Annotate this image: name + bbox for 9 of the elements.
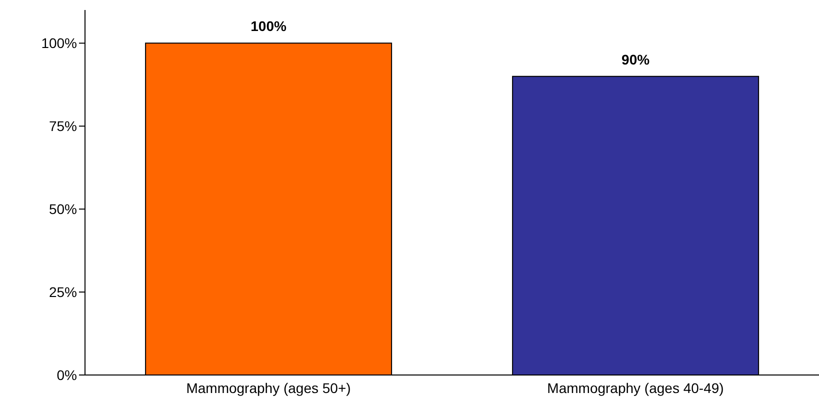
- y-tick-label: 75%: [48, 118, 77, 134]
- y-tick-label: 0%: [56, 366, 77, 383]
- data-label: 100%: [250, 18, 288, 34]
- data-label: 90%: [622, 51, 650, 68]
- y-tick-label: 25%: [48, 284, 77, 300]
- y-tick-label: 100%: [41, 35, 77, 52]
- y-tick-label: 50%: [48, 201, 77, 218]
- x-tick-label: Mammography (ages 50+): [186, 380, 351, 396]
- x-tick-label: Mammography (ages 40-49): [547, 380, 724, 396]
